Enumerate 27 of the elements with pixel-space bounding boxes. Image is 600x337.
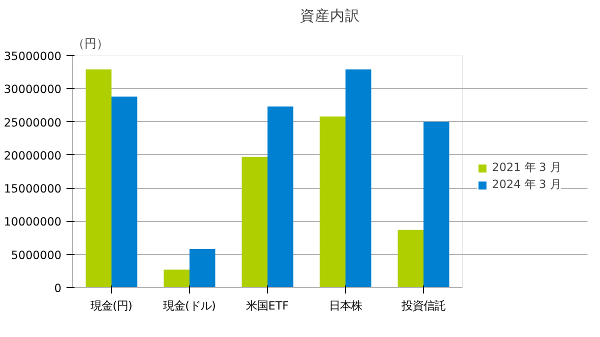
y-tick-label: 5000000	[11, 248, 62, 262]
bar	[242, 156, 268, 288]
y-tick-label: 30000000	[4, 82, 62, 96]
chart-title: 資産内訳	[300, 8, 360, 24]
bar	[320, 116, 346, 288]
y-tick-label: 10000000	[4, 214, 62, 229]
y-tick-label: 25000000	[4, 115, 62, 130]
y-tick-label: 0	[54, 281, 62, 295]
x-tick-label: 米国ETF	[246, 298, 289, 312]
bar	[424, 122, 450, 288]
bar	[86, 69, 112, 288]
bar	[112, 96, 138, 288]
y-tick-label: 20000000	[4, 148, 62, 162]
y-axis-title: （円）	[72, 36, 108, 50]
bar	[268, 106, 294, 288]
x-tick-label: 現金(円)	[90, 298, 132, 312]
bar	[398, 230, 424, 288]
x-tick-label: 投資信託	[400, 298, 446, 312]
bar	[190, 249, 216, 288]
y-tick-label: 15000000	[4, 182, 62, 196]
bar	[164, 270, 190, 288]
legend-label: 2021 年 3 月	[492, 160, 561, 175]
bar	[346, 69, 372, 288]
legend-label: 2024 年 3 月	[492, 177, 561, 192]
x-tick-label: 日本株	[329, 298, 362, 312]
y-tick-label: 35000000	[4, 49, 62, 63]
x-tick-label: 現金(ドル)	[163, 298, 216, 312]
